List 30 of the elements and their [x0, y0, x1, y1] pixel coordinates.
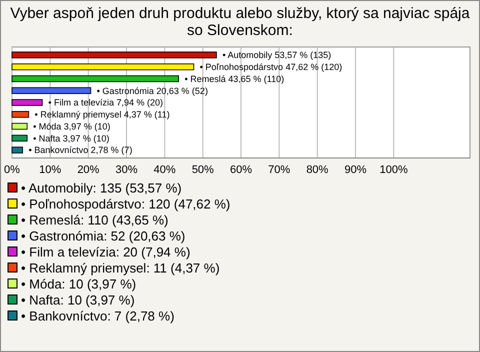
legend-label: • Automobily: 135 (53,57 %): [21, 180, 182, 196]
legend-label: • Film a televízia: 20 (7,94 %): [21, 244, 190, 260]
data-label: • Bankovníctvo 2,78 % (7): [28, 145, 132, 156]
x-tick-label: 60%: [230, 164, 252, 176]
x-tick-label: 30%: [115, 164, 138, 176]
data-label: • Gastronómia 20,63 % (52): [96, 86, 208, 96]
x-tick-label: 50%: [192, 164, 214, 176]
x-tick-label: 70%: [268, 164, 290, 176]
x-tick-label: 100%: [380, 164, 408, 176]
x-tick-label: 0%: [4, 164, 20, 176]
data-label: • Film a televízia 7,94 % (20): [48, 98, 164, 108]
data-label: • Nafta 3,97 % (10): [33, 133, 110, 144]
data-label: • Automobily 53,57 % (135): [222, 50, 332, 60]
x-tick-label: 20%: [77, 164, 100, 176]
data-label: • Reklamný priemysel 4,37 % (11): [34, 110, 170, 120]
legend-label: • Remeslá: 110 (43,65 %): [21, 212, 168, 228]
chart-title: Vyber aspoň jeden druh produktu alebo služby, ktorý sa najviac spája so Slovenskom:: [10, 5, 470, 39]
legend-label: • Gastronómia: 52 (20,63 %): [21, 228, 186, 244]
data-label: • Remeslá 43,65 % (110): [184, 74, 284, 84]
data-label: • Poľnohospodárstvo 47,62 % (120): [200, 62, 342, 72]
legend-label: • Reklamný priemysel: 11 (4,37 %): [21, 260, 220, 276]
x-tick-label: 40%: [154, 164, 176, 176]
x-tick-label: 80%: [306, 164, 329, 176]
data-label: • Móda 3,97 % (10): [33, 121, 110, 132]
legend-label: • Nafta: 10 (3,97 %): [21, 292, 135, 308]
x-tick-label: 10%: [39, 164, 62, 176]
legend-label: • Poľnohospodárstvo: 120 (47,62 %): [21, 196, 230, 212]
legend-label: • Móda: 10 (3,97 %): [21, 276, 136, 292]
x-tick-label: 90%: [344, 164, 367, 176]
legend-label: • Bankovníctvo: 7 (2,78 %): [21, 308, 174, 324]
